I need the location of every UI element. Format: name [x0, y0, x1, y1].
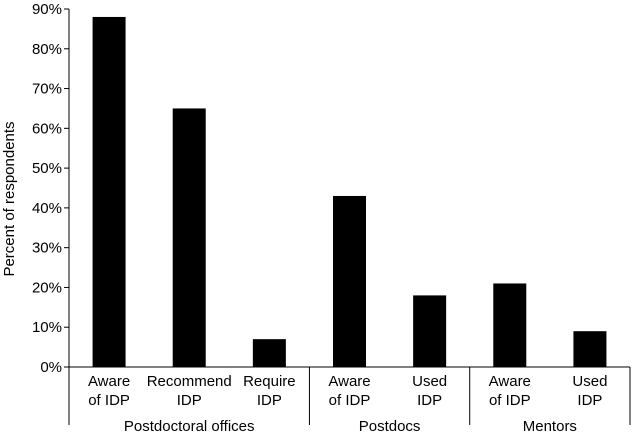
- y-axis: 0% 10% 20% 30% 40% 50% 60% 70% 80% 90%: [32, 1, 70, 376]
- x-axis: Aware of IDP Recommend IDP Require IDP Aware of…: [68, 366, 631, 435]
- y-tick-label: 80%: [32, 41, 62, 58]
- x-group-label: Postdocs: [359, 418, 421, 435]
- x-category-label: Require IDP: [243, 373, 296, 409]
- x-category-label: Aware of IDP: [88, 373, 130, 409]
- y-tick-label: 10%: [32, 319, 62, 336]
- bar: [252, 339, 286, 367]
- x-category-label: Recommend IDP: [147, 373, 232, 409]
- y-tick-label: 0%: [40, 359, 62, 376]
- x-category-label: Aware of IDP: [328, 373, 370, 409]
- y-tick-label: 90%: [32, 1, 62, 18]
- bar: [413, 295, 447, 367]
- bar: [172, 108, 206, 367]
- x-category-label: Used IDP: [572, 373, 607, 409]
- x-category-label: Aware of IDP: [489, 373, 531, 409]
- bar: [573, 331, 607, 367]
- bar: [92, 16, 126, 367]
- bar: [493, 283, 527, 367]
- y-tick-label: 70%: [32, 81, 62, 98]
- y-tick-label: 20%: [32, 279, 62, 296]
- x-category-label: Used IDP: [412, 373, 447, 409]
- x-group-label: Postdoctoral offices: [124, 418, 255, 435]
- y-tick-label: 60%: [32, 120, 62, 137]
- x-group-label: Mentors: [523, 418, 577, 435]
- y-tick-label: 30%: [32, 240, 62, 257]
- y-axis-title: Percent of respondents: [1, 121, 18, 276]
- bars: [92, 16, 607, 367]
- y-tick-label: 40%: [32, 200, 62, 217]
- bar: [333, 195, 366, 367]
- y-tick-label: 50%: [32, 160, 62, 177]
